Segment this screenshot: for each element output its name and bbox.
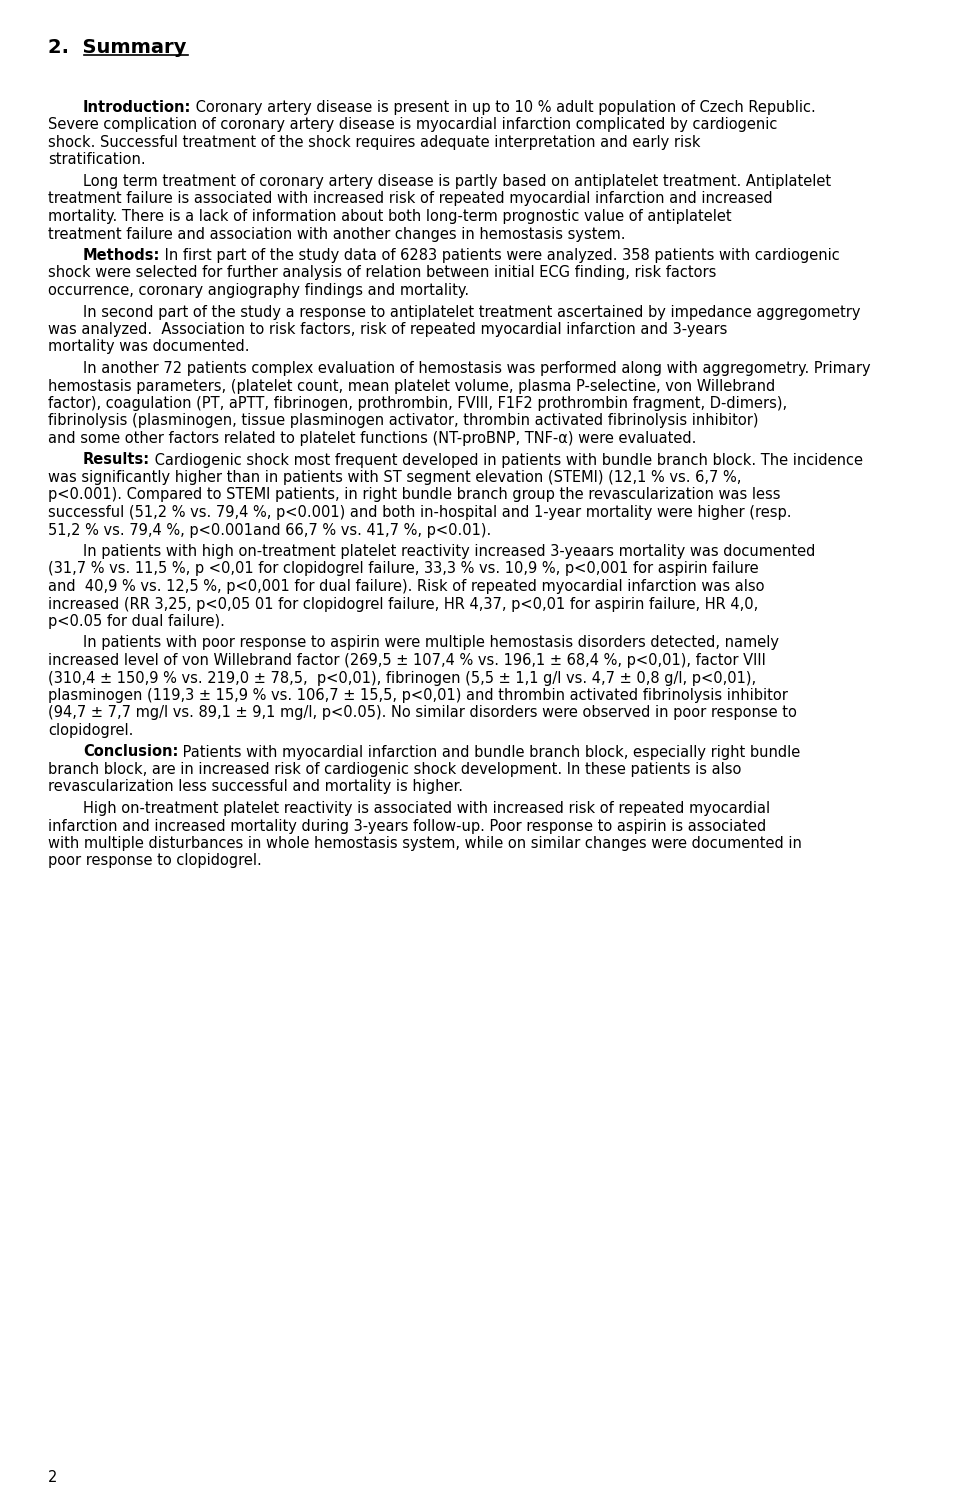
Text: stratification.: stratification.: [48, 153, 146, 168]
Text: High on-treatment platelet reactivity is associated with increased risk of repea: High on-treatment platelet reactivity is…: [83, 802, 770, 817]
Text: Long term treatment of coronary artery disease is partly based on antiplatelet t: Long term treatment of coronary artery d…: [83, 174, 831, 189]
Text: and some other factors related to platelet functions (NT-proBNP, TNF-α) were eva: and some other factors related to platel…: [48, 431, 696, 446]
Text: (310,4 ± 150,9 % vs. 219,0 ± 78,5,  p<0,01), fibrinogen (5,5 ± 1,1 g/l vs. 4,7 ±: (310,4 ± 150,9 % vs. 219,0 ± 78,5, p<0,0…: [48, 671, 756, 686]
Text: In second part of the study a response to antiplatelet treatment ascertained by : In second part of the study a response t…: [83, 305, 860, 320]
Text: In first part of the study data of 6283 patients were analyzed. 358 patients wit: In first part of the study data of 6283 …: [160, 248, 840, 263]
Text: clopidogrel.: clopidogrel.: [48, 723, 133, 738]
Text: treatment failure is associated with increased risk of repeated myocardial infar: treatment failure is associated with inc…: [48, 192, 773, 207]
Text: p<0.05 for dual failure).: p<0.05 for dual failure).: [48, 614, 225, 629]
Text: Coronary artery disease is present in up to 10 % adult population of Czech Repub: Coronary artery disease is present in up…: [191, 101, 816, 116]
Text: mortality. There is a lack of information about both long-term prognostic value : mortality. There is a lack of informatio…: [48, 209, 732, 224]
Text: treatment failure and association with another changes in hemostasis system.: treatment failure and association with a…: [48, 227, 626, 242]
Text: plasminogen (119,3 ± 15,9 % vs. 106,7 ± 15,5, p<0,01) and thrombin activated fib: plasminogen (119,3 ± 15,9 % vs. 106,7 ± …: [48, 687, 788, 702]
Text: p<0.001). Compared to STEMI patients, in right bundle branch group the revascula: p<0.001). Compared to STEMI patients, in…: [48, 488, 780, 503]
Text: was analyzed.  Association to risk factors, risk of repeated myocardial infarcti: was analyzed. Association to risk factor…: [48, 323, 728, 338]
Text: (94,7 ± 7,7 mg/l vs. 89,1 ± 9,1 mg/l, p<0.05). No similar disorders were observe: (94,7 ± 7,7 mg/l vs. 89,1 ± 9,1 mg/l, p<…: [48, 705, 797, 720]
Text: successful (51,2 % vs. 79,4 %, p<0.001) and both in-hospital and 1-year mortalit: successful (51,2 % vs. 79,4 %, p<0.001) …: [48, 504, 791, 519]
Text: fibrinolysis (plasminogen, tissue plasminogen activator, thrombin activated fibr: fibrinolysis (plasminogen, tissue plasmi…: [48, 413, 758, 428]
Text: poor response to clopidogrel.: poor response to clopidogrel.: [48, 854, 262, 869]
Text: factor), coagulation (PT, aPTT, fibrinogen, prothrombin, FVIII, F1F2 prothrombin: factor), coagulation (PT, aPTT, fibrinog…: [48, 396, 787, 411]
Text: Conclusion:: Conclusion:: [83, 744, 179, 760]
Text: 51,2 % vs. 79,4 %, p<0.001and 66,7 % vs. 41,7 %, p<0.01).: 51,2 % vs. 79,4 %, p<0.001and 66,7 % vs.…: [48, 522, 492, 537]
Text: In another 72 patients complex evaluation of hemostasis was performed along with: In another 72 patients complex evaluatio…: [83, 362, 871, 375]
Text: (31,7 % vs. 11,5 %, p <0,01 for clopidogrel failure, 33,3 % vs. 10,9 %, p<0,001 : (31,7 % vs. 11,5 %, p <0,01 for clopidog…: [48, 561, 758, 576]
Text: increased level of von Willebrand factor (269,5 ± 107,4 % vs. 196,1 ± 68,4 %, p<: increased level of von Willebrand factor…: [48, 653, 766, 668]
Text: mortality was documented.: mortality was documented.: [48, 339, 250, 354]
Text: Cardiogenic shock most frequent developed in patients with bundle branch block. : Cardiogenic shock most frequent develope…: [150, 452, 863, 467]
Text: In patients with poor response to aspirin were multiple hemostasis disorders det: In patients with poor response to aspiri…: [83, 635, 779, 650]
Text: and  40,9 % vs. 12,5 %, p<0,001 for dual failure). Risk of repeated myocardial i: and 40,9 % vs. 12,5 %, p<0,001 for dual …: [48, 579, 764, 594]
Text: shock were selected for further analysis of relation between initial ECG finding: shock were selected for further analysis…: [48, 266, 716, 281]
Text: branch block, are in increased risk of cardiogenic shock development. In these p: branch block, are in increased risk of c…: [48, 763, 741, 778]
Text: increased (RR 3,25, p<0,05 01 for clopidogrel failure, HR 4,37, p<0,01 for aspir: increased (RR 3,25, p<0,05 01 for clopid…: [48, 596, 758, 611]
Text: 2: 2: [48, 1469, 58, 1484]
Text: In patients with high on-treatment platelet reactivity increased 3-yeaars mortal: In patients with high on-treatment plate…: [83, 543, 815, 558]
Text: Patients with myocardial infarction and bundle branch block, especially right bu: Patients with myocardial infarction and …: [179, 744, 801, 760]
Text: occurrence, coronary angiography findings and mortality.: occurrence, coronary angiography finding…: [48, 284, 469, 299]
Text: hemostasis parameters, (platelet count, mean platelet volume, plasma P-selectine: hemostasis parameters, (platelet count, …: [48, 378, 776, 393]
Text: 2.  Summary: 2. Summary: [48, 38, 186, 57]
Text: revascularization less successful and mortality is higher.: revascularization less successful and mo…: [48, 779, 463, 794]
Text: Results:: Results:: [83, 452, 150, 467]
Text: was significantly higher than in patients with ST segment elevation (STEMI) (12,: was significantly higher than in patient…: [48, 470, 741, 485]
Text: infarction and increased mortality during 3-years follow-up. Poor response to as: infarction and increased mortality durin…: [48, 818, 766, 833]
Text: with multiple disturbances in whole hemostasis system, while on similar changes : with multiple disturbances in whole hemo…: [48, 836, 802, 851]
Text: Severe complication of coronary artery disease is myocardial infarction complica: Severe complication of coronary artery d…: [48, 117, 778, 132]
Text: Introduction:: Introduction:: [83, 101, 191, 116]
Text: Methods:: Methods:: [83, 248, 160, 263]
Text: shock. Successful treatment of the shock requires adequate interpretation and ea: shock. Successful treatment of the shock…: [48, 135, 701, 150]
